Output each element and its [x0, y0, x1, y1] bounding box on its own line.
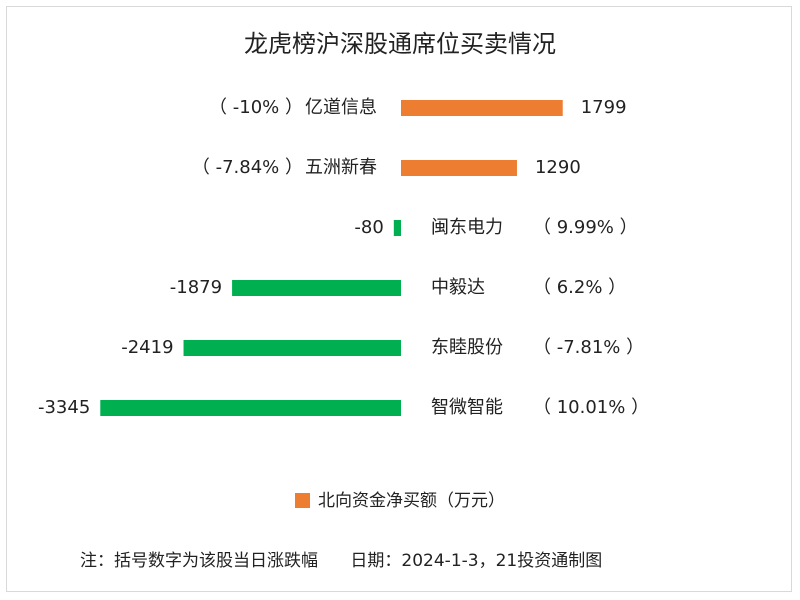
legend: 北向资金净买额（万元） — [0, 486, 800, 511]
legend-label: 北向资金净买额（万元） — [318, 491, 505, 511]
bar — [393, 220, 401, 236]
category-label: 中毅达 — [431, 277, 485, 298]
change-label: （ -7.84% ） — [192, 157, 303, 178]
category-label: 亿道信息 — [305, 97, 377, 118]
chart-frame — [6, 6, 792, 592]
category-label: 智微智能 — [431, 397, 503, 418]
bar — [100, 400, 402, 416]
chart-title: 龙虎榜沪深股通席位买卖情况 — [244, 30, 556, 58]
legend-swatch — [295, 493, 310, 508]
value-label: -2419 — [121, 337, 173, 358]
footnote: 注：括号数字为该股当日涨跌幅 日期：2024-1-3，21投资通制图 — [80, 551, 603, 571]
value-label: -3345 — [38, 397, 90, 418]
change-label: （ -10% ） — [209, 97, 303, 118]
change-label: （ 6.2% ） — [533, 277, 626, 298]
bar — [183, 340, 401, 356]
change-label: （ 10.01% ） — [533, 397, 649, 418]
bar — [232, 280, 401, 296]
change-label: （ -7.81% ） — [533, 337, 644, 358]
category-label: 五洲新春 — [305, 157, 377, 178]
value-label: 1799 — [581, 97, 627, 118]
category-label: 东睦股份 — [431, 337, 503, 358]
value-label: 1290 — [535, 157, 581, 178]
bar — [401, 160, 517, 176]
category-label: 闽东电力 — [431, 217, 503, 238]
value-label: -1879 — [170, 277, 222, 298]
change-label: （ 9.99% ） — [533, 217, 638, 238]
value-label: -80 — [354, 217, 383, 238]
bar — [401, 100, 563, 116]
